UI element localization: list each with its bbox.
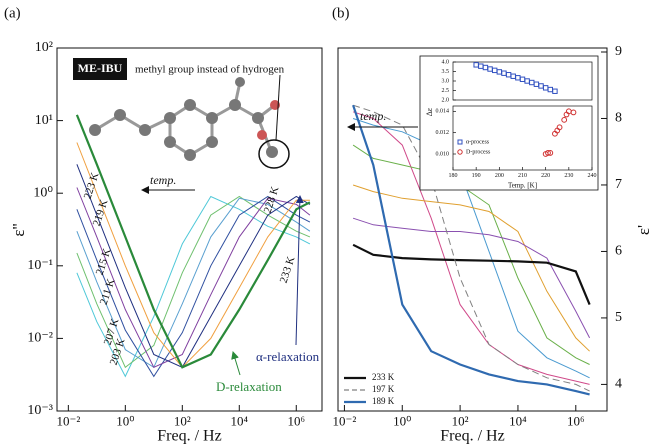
- y-tick-label: 3.0: [442, 78, 450, 84]
- y-axis-label: ε'': [9, 223, 28, 236]
- y-axis-label: Δε: [425, 107, 434, 116]
- series-line: [353, 185, 589, 351]
- x-tick-label: 10²: [452, 414, 469, 429]
- y-tick-label: 10⁰: [33, 185, 53, 200]
- x-axis-label: Freq. / Hz: [440, 428, 504, 445]
- y-tick-label: 2.0: [442, 97, 450, 103]
- curve-label: 228 K: [262, 185, 282, 215]
- x-tick-label: 230: [564, 173, 573, 179]
- temp-label: temp.: [360, 109, 386, 123]
- y-tick-label: 10⁻²: [27, 331, 53, 346]
- sample-name: ME-IBU: [78, 61, 123, 75]
- legend-label: 233 K: [372, 372, 395, 382]
- y-tick-label: 6: [615, 244, 622, 259]
- y-tick-label: 3.5: [442, 69, 450, 75]
- y-tick-label: 10⁻¹: [27, 258, 53, 273]
- molecule: [89, 75, 289, 168]
- d-arrow: [233, 352, 240, 375]
- alpha-label: α-relaxation: [256, 349, 320, 364]
- y2-axis-label: ε': [634, 225, 653, 235]
- x-tick-label: 10²: [174, 414, 191, 429]
- y-tick-label: 5: [615, 310, 622, 325]
- x-tick-label: 180: [449, 173, 458, 179]
- x-tick-label: 190: [472, 173, 481, 179]
- molecule-note: methyl group instead of hydrogen: [135, 64, 285, 76]
- x-tick-label: 200: [495, 173, 504, 179]
- x-tick-label: 210: [518, 173, 527, 179]
- curve-label: 219 K: [91, 198, 111, 228]
- x-tick-label: 240: [588, 173, 597, 179]
- legend-label: 197 K: [372, 384, 395, 394]
- x-tick-label: 10⁻²: [56, 414, 80, 429]
- panel-label: (b): [332, 5, 350, 21]
- y-tick-label: 4: [615, 377, 622, 392]
- y-tick-label: 8: [615, 111, 622, 126]
- y-tick-label: 10¹: [35, 113, 53, 128]
- x-tick-label: 10⁰: [116, 414, 134, 429]
- x-tick-label: 10⁴: [231, 414, 249, 429]
- x-axis-label: Freq. / Hz: [157, 428, 221, 445]
- legend-label: α-process: [466, 139, 490, 145]
- y-tick-label: 0.010: [436, 151, 450, 157]
- y-tick-label: 4.0: [442, 59, 450, 65]
- x-tick-label: 10⁶: [567, 414, 585, 429]
- y-tick-label: 7: [615, 177, 622, 192]
- figure: (a) (b) 10⁻²10⁰10²10⁴10⁶10⁻³10⁻²10⁻¹10⁰1…: [0, 0, 657, 445]
- y-tick-label: 0.012: [436, 130, 450, 136]
- series-line: [353, 245, 589, 305]
- d-label: D-relaxation: [216, 379, 282, 394]
- y-tick-label: 10⁻³: [27, 403, 53, 418]
- alpha-arrow: [296, 196, 300, 345]
- y-tick-label: 2.5: [442, 88, 450, 94]
- y-tick-label: 0.014: [436, 109, 450, 115]
- x-tick-label: 10⁻²: [333, 414, 357, 429]
- temp-label: temp.: [150, 173, 176, 187]
- x-tick-label: 220: [541, 173, 550, 179]
- legend-label: D-process: [466, 149, 491, 155]
- curve-label: 233 K: [278, 255, 298, 285]
- y-tick-label: 10²: [35, 40, 53, 55]
- x-tick-label: 10⁰: [393, 414, 411, 429]
- x-tick-label: 10⁴: [509, 414, 527, 429]
- y-tick-label: 9: [615, 44, 622, 59]
- curve-label: 211 K: [98, 277, 118, 306]
- x-axis-label: Temp. [K]: [508, 182, 537, 190]
- panel-label: (a): [4, 5, 21, 21]
- legend-label: 189 K: [372, 396, 395, 406]
- x-tick-label: 10⁶: [287, 414, 305, 429]
